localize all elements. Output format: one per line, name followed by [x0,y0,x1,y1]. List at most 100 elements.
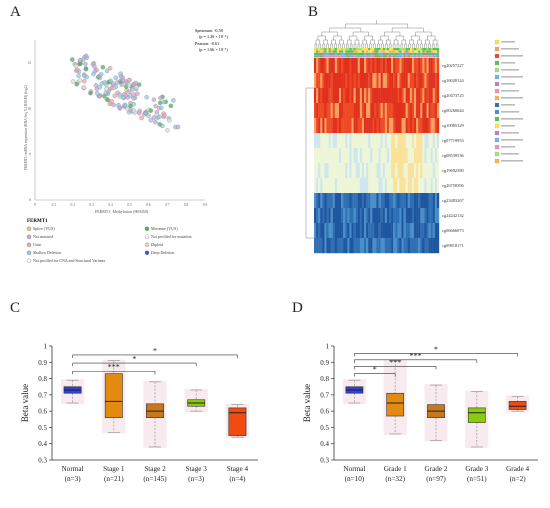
heatmap-cell [426,178,429,194]
heat-legend-swatch [494,95,500,101]
box-rect [508,401,527,410]
heatmap-cell [372,178,375,194]
heatmap-cell [436,88,440,104]
scatter-point [97,94,102,99]
heatmap-cell [397,238,400,254]
annotation-cell [339,55,342,58]
annotation-cell [364,50,367,53]
heatmap-cell [339,103,342,119]
heatmap-cell [393,118,396,134]
heat-legend-label [501,97,523,99]
heatmap-cell [409,103,413,119]
heatmap-cell [374,148,377,164]
heatmap-cell [428,133,431,149]
scatter-point [112,93,118,99]
heatmap-cell [374,58,377,74]
y-axis-label: Beta value [20,384,30,422]
box-rect [386,392,405,417]
annotation-cell [428,55,431,58]
category-label: Grade 2 [425,465,448,473]
heatmap-cell [430,103,433,119]
heatmap-cell [424,163,427,179]
heatmap-cell [430,148,433,164]
heatmap-cell [426,163,429,179]
heatmap-cell [320,103,323,119]
scatter-point [108,78,113,84]
annotation-cell [334,50,338,53]
heatmap-cell [320,73,323,89]
heatmap-cell [380,238,383,254]
heatmap-cell [386,58,390,74]
heatmap-cell [391,73,394,89]
annotation-cell [314,55,317,58]
heatmap-cell [361,88,365,104]
heatmap-cell [418,58,421,74]
heatmap-cell [341,118,344,134]
annotation-cell [386,52,390,56]
scatter-point [175,124,181,130]
heatmap-cell [378,208,381,224]
heatmap-cell [372,58,375,74]
category-label: Stage 1 [103,465,125,473]
heatmap-cell [370,133,373,149]
annotation-cell [339,48,342,51]
heatmap-cell [345,103,348,119]
heatmap-cell [391,193,394,209]
annotation-cell [345,52,348,56]
heatmap-cell [414,88,417,104]
heatmap-cell [399,88,402,104]
heatmap-cell [416,133,419,149]
annotation-cell [372,50,375,53]
heatmap-cell [330,193,333,209]
heatmap-cell [318,148,321,164]
heatmap-cell [347,103,350,119]
scatter-point [100,64,106,70]
heatmap-cell [432,133,436,149]
heatmap-cell [389,73,392,89]
heatmap-cell [364,163,367,179]
heatmap-cell [393,88,396,104]
spearman-label: Spearman: -0.58 [195,28,223,33]
heatmap-cell [428,88,431,104]
heatmap-cell [403,103,406,119]
heatmap-cell [355,193,358,209]
y-tick-label: 0.9 [320,359,329,367]
heatmap-cell [359,73,363,89]
heatmap-cell [355,133,358,149]
sig-label: * [434,345,438,354]
heatmap-cell [336,238,340,254]
heatmap-cell [318,178,321,194]
heatmap-cell [332,178,336,194]
heatmap-cell [330,88,333,104]
heatmap-cell [376,178,379,194]
heatmap-cell [378,238,381,254]
annotation-cell [420,48,423,51]
heatmap-cell [407,178,411,194]
heatmap-cell [432,208,436,224]
annotation-cell [347,48,350,51]
y-tick-label: 1 [326,343,330,351]
heatmap-cell [428,73,431,89]
heatmap-cell [434,58,438,74]
scatter-point [70,57,75,62]
heatmap-cell [353,208,356,224]
heatmap-cell [376,193,379,209]
heatmap-cell [401,208,404,224]
heatmap-cell [418,193,421,209]
heatmap-cell [424,193,427,209]
heatmap-cell [436,73,440,89]
annotation-cell [314,52,317,56]
heatmap-cell [376,133,379,149]
annotation-cell [357,48,361,51]
heatmap-cell [426,238,429,254]
annotation-cell [434,55,438,58]
heatmap-cell [380,223,383,239]
heatmap-cell [389,103,392,119]
heatmap-cell [393,103,396,119]
scatter-point [157,114,162,120]
heatmap-cell [432,163,436,179]
heatmap-cell [409,73,413,89]
heatmap-cell [343,163,346,179]
heatmap-b: cg20257227 cg16028124 cg20473725 cg00268644… [305,20,523,254]
heatmap-cell [359,163,363,179]
